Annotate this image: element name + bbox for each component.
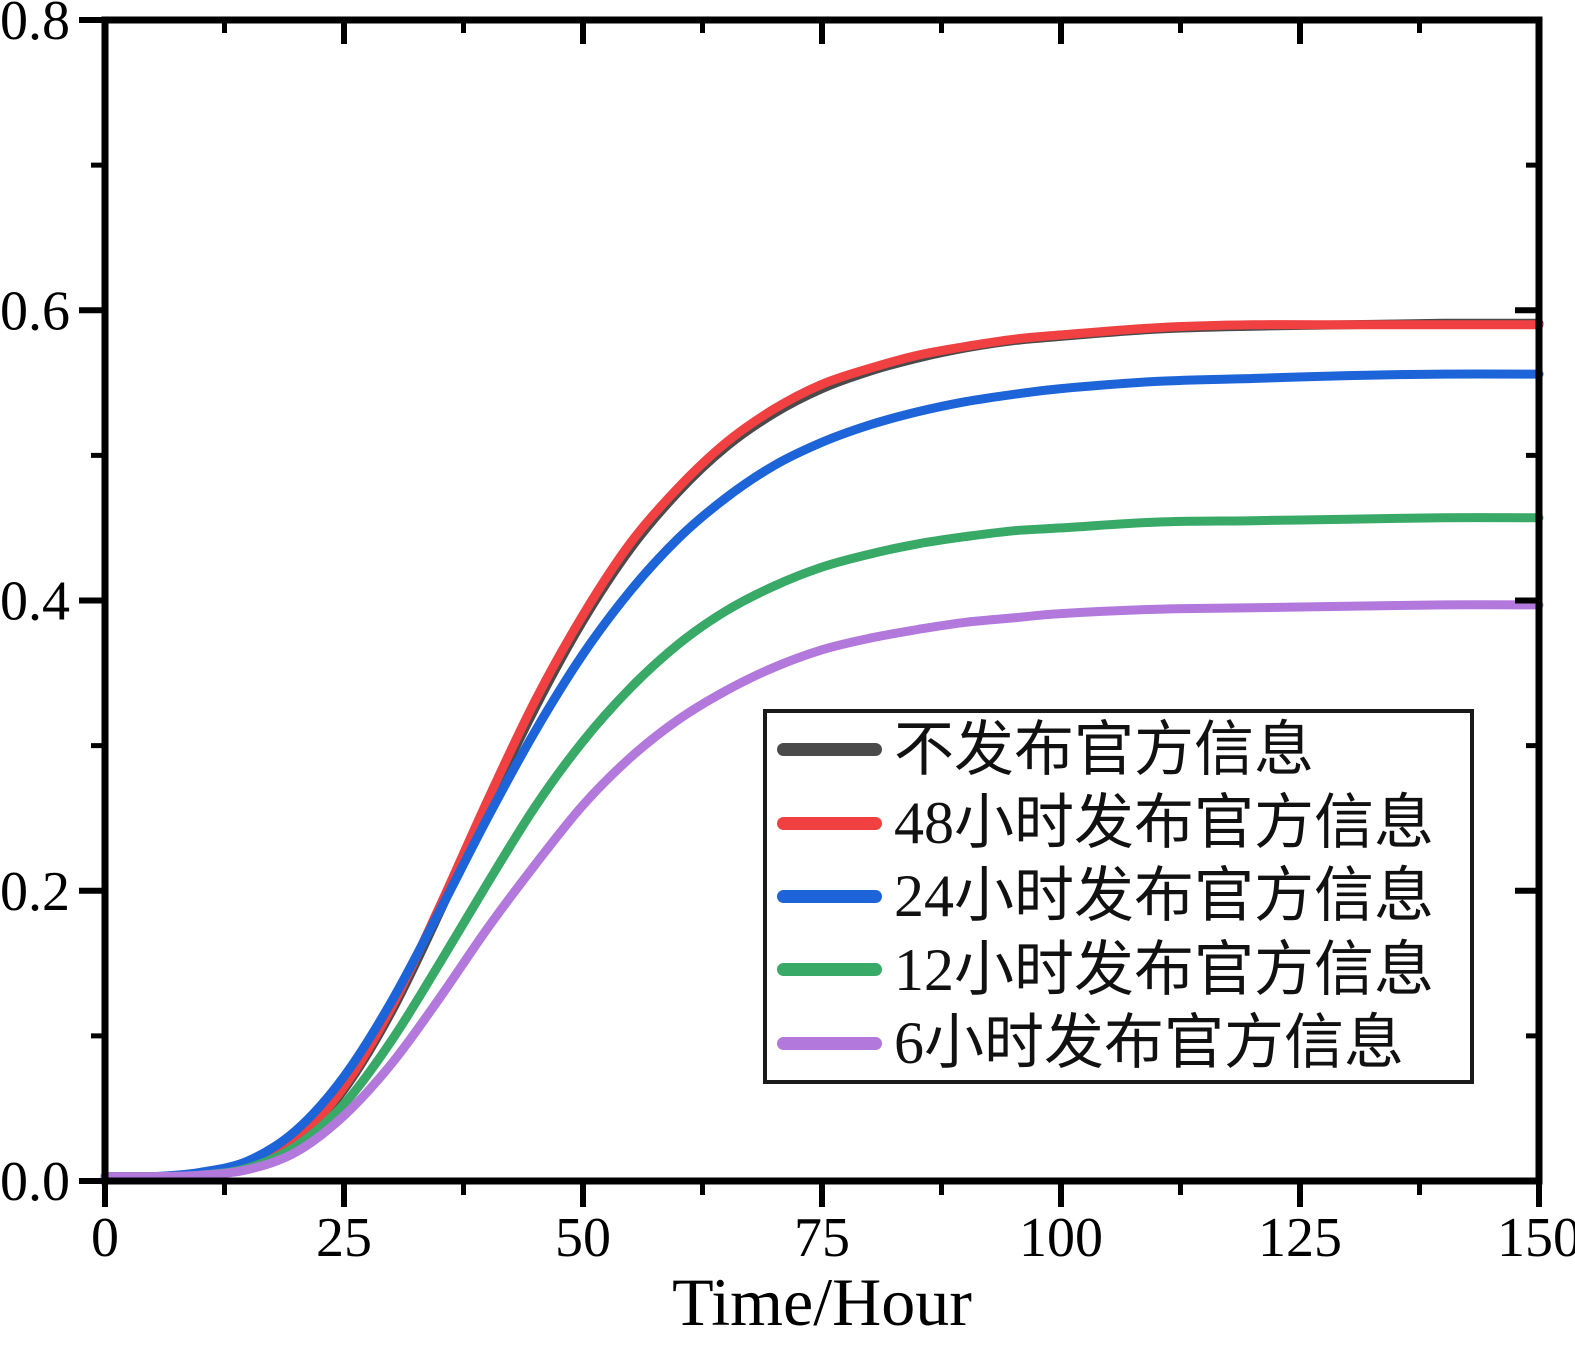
x-tick-label-0: 0: [91, 1207, 119, 1269]
legend: 不发布官方信息 48小时发布官方信息 24小时发布官方信息 12小时发布官方信息…: [763, 709, 1474, 1084]
series-line-3: [100, 513, 1544, 1182]
y-tick-label-0.0: 0.0: [0, 1151, 70, 1213]
x-axis-title: Time/Hour: [672, 1264, 972, 1340]
axis-tick-labels: 0 25 50 75 100 125 150 0.0 0.2 0.4 0.6 0.8: [0, 0, 1575, 1269]
legend-label: 6小时发布官方信息: [894, 1010, 1404, 1077]
legend-item: 24小时发布官方信息: [767, 860, 1470, 933]
y-tick-label-0.4: 0.4: [0, 571, 70, 633]
legend-item: 12小时发布官方信息: [767, 933, 1470, 1006]
legend-label: 48小时发布官方信息: [894, 790, 1434, 857]
y-tick-label-0.6: 0.6: [0, 280, 70, 342]
series-line-1: [100, 320, 1544, 1182]
legend-label: 12小时发布官方信息: [894, 936, 1434, 1003]
legend-swatch-blue-line: [777, 889, 882, 903]
legend-item: 不发布官方信息: [767, 713, 1470, 786]
x-tick-label-25: 25: [316, 1207, 372, 1269]
x-tick-label-150: 150: [1497, 1207, 1575, 1269]
x-tick-label-100: 100: [1019, 1207, 1103, 1269]
axis-ticks: [79, 17, 1542, 1207]
y-tick-label-0.2: 0.2: [0, 861, 70, 923]
legend-item: 6小时发布官方信息: [767, 1007, 1470, 1080]
x-tick-label-125: 125: [1258, 1207, 1342, 1269]
legend-label: 24小时发布官方信息: [894, 863, 1434, 930]
legend-item: 48小时发布官方信息: [767, 786, 1470, 859]
legend-swatch-black-line: [777, 743, 882, 757]
legend-label: 不发布官方信息: [894, 716, 1314, 783]
x-tick-label-75: 75: [794, 1207, 850, 1269]
series-line-2: [100, 369, 1544, 1182]
x-tick-label-50: 50: [555, 1207, 611, 1269]
series-line-4: [100, 600, 1544, 1182]
legend-swatch-purple-line: [777, 1036, 882, 1050]
legend-swatch-red-line: [777, 816, 882, 830]
legend-swatch-green-line: [777, 963, 882, 977]
curve-lines: [100, 318, 1544, 1182]
y-tick-label-0.8: 0.8: [0, 0, 70, 52]
